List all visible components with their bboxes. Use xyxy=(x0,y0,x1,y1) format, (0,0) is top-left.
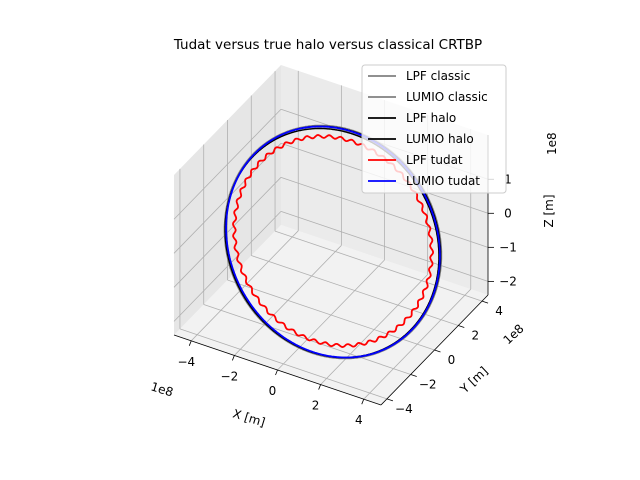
legend-box xyxy=(361,64,507,194)
series-line-lpf-tudat xyxy=(232,134,435,349)
grid-line-z-side xyxy=(173,143,282,254)
grid-line-z-side xyxy=(173,211,282,322)
legend-label: LPF classic xyxy=(406,69,470,83)
z-tick-label: 1 xyxy=(504,172,512,186)
x-tick-label: 4 xyxy=(355,413,363,427)
y-tick-label: 4 xyxy=(495,304,503,318)
z-tick-label: −2 xyxy=(499,274,517,288)
y-tick xyxy=(458,325,465,328)
y-tick-label: −2 xyxy=(419,377,437,391)
x-tick xyxy=(361,399,365,405)
z-tick-label: 0 xyxy=(504,206,512,220)
z-axis-label: Z [m] xyxy=(542,194,556,227)
chart-title: Tudat versus true halo versus classical … xyxy=(173,37,482,53)
x-tick-label: 0 xyxy=(269,384,277,398)
grid-lines xyxy=(173,70,489,400)
legend-label: LPF tudat xyxy=(406,153,463,167)
legend-label: LUMIO halo xyxy=(406,132,474,146)
x-tick xyxy=(232,355,235,361)
x-tick xyxy=(188,340,192,346)
x-tick-label: −4 xyxy=(177,355,195,369)
plot-series xyxy=(223,124,443,360)
legend-label: LUMIO classic xyxy=(406,90,488,104)
grid-line-y-floor xyxy=(179,328,388,400)
legend-label: LUMIO tudat xyxy=(406,174,480,188)
grid-line-z-side xyxy=(173,108,282,220)
series-line-lumio-tudat xyxy=(225,125,441,359)
y-axis-label: Y [m] xyxy=(457,364,491,397)
y-tick xyxy=(481,300,489,304)
z-tick-label: −1 xyxy=(499,240,517,254)
legend: LPF classic LUMIO classic LPF halo LUMIO ha… xyxy=(361,64,507,194)
legend-label: LPF halo xyxy=(406,111,456,125)
x-axis-label: X [m] xyxy=(231,406,267,429)
z-offset-label: 1e8 xyxy=(545,132,559,155)
grid-line-z-side xyxy=(173,177,282,288)
grid-line-y-floor xyxy=(227,279,435,351)
y-tick-label: 0 xyxy=(448,353,456,367)
y-tick xyxy=(410,374,417,377)
x-tick xyxy=(275,369,278,376)
y-offset-label: 1e8 xyxy=(500,322,526,348)
tick-marks xyxy=(188,178,494,405)
x-offset-label: 1e8 xyxy=(149,379,175,399)
x-tick-label: 2 xyxy=(312,399,320,413)
y-tick xyxy=(434,349,441,353)
x-tick xyxy=(318,384,321,390)
grid-line-z-back xyxy=(280,211,489,282)
y-tick-label: 2 xyxy=(471,329,479,343)
tick-labels: −4 −2 0 2 4 −4 −2 0 2 4 −2 −1 0 1 xyxy=(177,172,516,427)
grid-line-z-back xyxy=(280,176,489,248)
y-tick-label: −4 xyxy=(395,402,413,416)
x-tick-label: −2 xyxy=(221,369,239,383)
y-tick xyxy=(386,398,394,402)
grid-line-y-floor xyxy=(274,230,483,302)
